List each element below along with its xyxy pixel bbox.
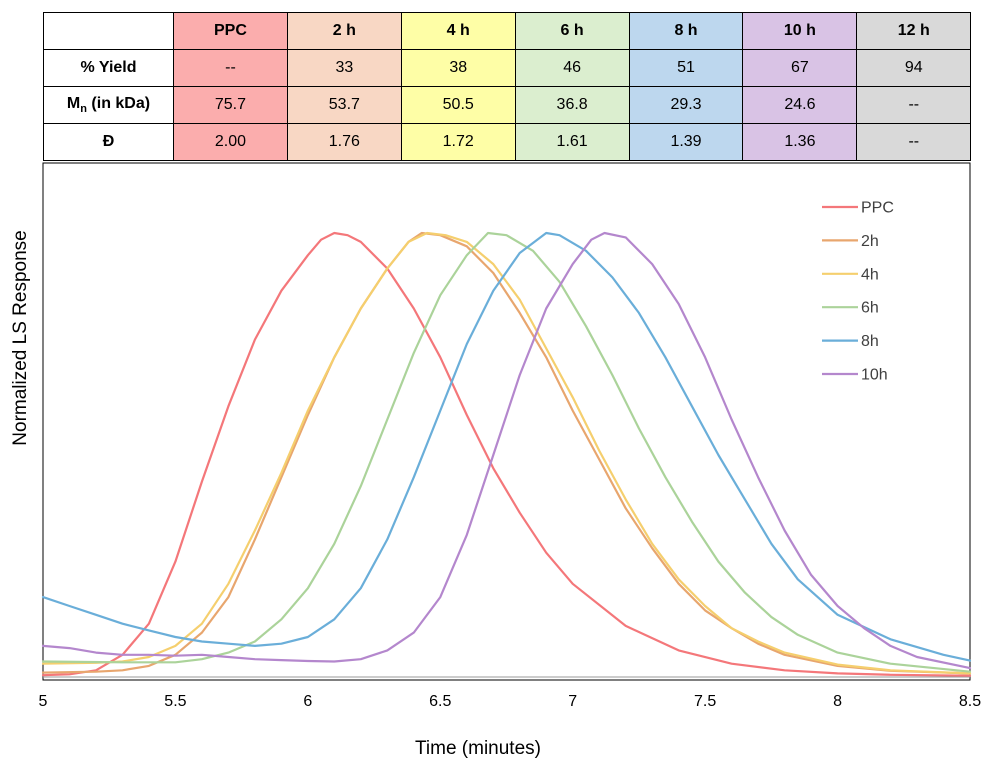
table-cell: 51 [628,49,744,87]
table-header-cell: 6 h [514,12,630,50]
x-tick-label: 8.5 [959,693,981,710]
table-cell: 53.7 [286,86,402,124]
table-cell: 1.39 [628,123,744,161]
table-header-cell: 2 h [286,12,402,50]
x-tick-label: 5 [39,693,48,710]
x-tick-label: 6 [303,693,312,710]
y-axis-title: Normalized LS Response [10,230,31,445]
table-cell: 50.5 [400,86,516,124]
table-cell: 94 [856,49,972,87]
x-tick-label: 5.5 [164,693,186,710]
table-cell: 36.8 [514,86,630,124]
table-row-label: Đ [43,123,174,161]
x-axis-title: Time (minutes) [415,738,541,759]
table-cell: 38 [400,49,516,87]
legend-label: 4h [861,266,879,283]
table-cell: -- [173,49,288,87]
legend-label: 6h [861,300,879,317]
table-cell: 67 [742,49,858,87]
table-cell: 75.7 [173,86,288,124]
series-line-2h [41,231,972,675]
x-tick-label: 6.5 [429,693,451,710]
table-row: % Yield -- 33 38 46 51 67 94 [43,49,972,87]
plot-frame [42,162,971,681]
table-row-label: Mn (in kDa) [43,86,174,124]
legend-label: 8h [861,333,879,350]
legend-label: 10h [861,367,888,384]
legend-label: PPC [861,200,894,217]
series-line-6h [41,231,972,673]
table-cell: 2.00 [173,123,288,161]
table-corner-cell [43,12,174,50]
row-label-main: M [66,94,81,112]
table-cell: -- [856,86,972,124]
table-cell: -- [856,123,972,161]
row-label-rest: (in kDa) [86,94,151,112]
table-cell: 46 [514,49,630,87]
table-row: Đ 2.00 1.76 1.72 1.61 1.39 1.36 -- [43,123,972,161]
x-tick-label: 8 [833,693,842,710]
table-cell: 1.61 [514,123,630,161]
legend-label: 2h [861,233,879,250]
table-cell: 1.36 [742,123,858,161]
table-cell: 1.76 [286,123,402,161]
table-cell: 24.6 [742,86,858,124]
x-tick-label: 7.5 [694,693,716,710]
x-tick-label: 7 [568,693,577,710]
table-row: Mn (in kDa) 75.7 53.7 50.5 36.8 29.3 24.6 -- [43,86,972,124]
series-line-8h [41,231,972,662]
row-label-subscript: n [80,103,87,116]
table-header-cell: 4 h [400,12,516,50]
series-line-10h [41,231,972,670]
table-header-cell: 8 h [628,12,744,50]
table-header-cell: 12 h [856,12,972,50]
series-line-ppc [41,231,972,677]
series-line-4h [41,231,972,675]
table-cell: 1.72 [400,123,516,161]
